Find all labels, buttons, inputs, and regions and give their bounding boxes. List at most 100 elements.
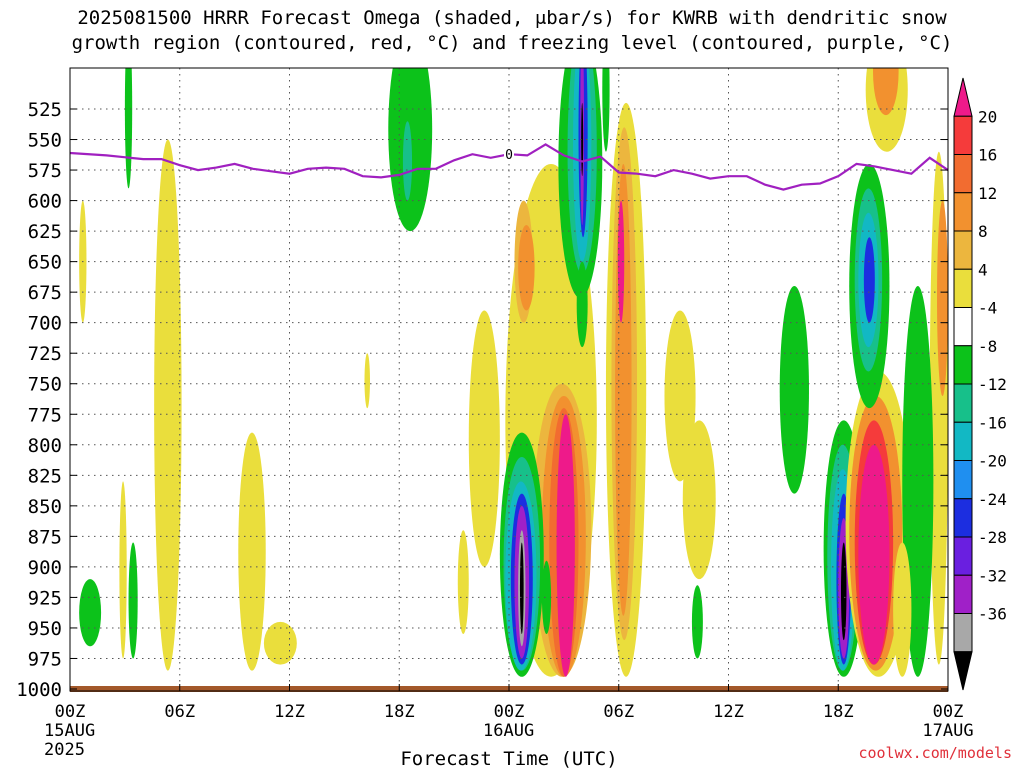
colorbar-swatch-15 [953, 651, 973, 691]
y-axis: 525 550 575 600 625 650 675 700 725 750 775 800 825 8… [16, 99, 948, 701]
omega-cell-41 [541, 560, 552, 635]
x-tick-label-12-0: 12Z [274, 702, 305, 722]
omega-cell-0 [124, 68, 133, 189]
colorbar-label-2: 12 [978, 184, 997, 203]
colorbar: 20 16 12 8 4 -4 -8 -12 -16 -20 -24 -28 -32 -36 [953, 77, 1007, 691]
colorbar-swatch-9 [953, 421, 973, 461]
omega-cell-4 [402, 121, 413, 201]
colorbar-label-5: -4 [978, 299, 997, 318]
colorbar-swatch-11 [953, 498, 973, 538]
chart-title-line-1: 2025081500 HRRR Forecast Omega (shaded, … [77, 7, 947, 29]
colorbar-swatch-1 [953, 115, 973, 155]
x-tick-label-30-0: 06Z [603, 702, 634, 722]
colorbar-label-6: -8 [978, 337, 997, 356]
y-tick-label-575: 575 [28, 160, 62, 182]
omega-cell-15 [518, 225, 535, 311]
omega-cell-31 [602, 68, 610, 152]
y-tick-label-650: 650 [28, 252, 62, 274]
colorbar-label-13: -36 [978, 605, 1007, 624]
omega-cell-2 [128, 542, 138, 659]
omega-cell-7 [119, 481, 127, 659]
x-tick-label-24-1: 16AUG [483, 721, 534, 741]
y-tick-label-1000: 1000 [16, 679, 62, 701]
colorbar-label-1: 16 [978, 146, 997, 165]
omega-cell-9 [263, 621, 297, 665]
colorbar-label-9: -20 [978, 452, 1007, 471]
y-tick-label-875: 875 [28, 526, 62, 548]
y-tick-label-800: 800 [28, 435, 62, 457]
omega-cell-57 [863, 237, 875, 323]
y-tick-label-950: 950 [28, 618, 62, 640]
freezing-level-layer: 0 [70, 143, 948, 191]
y-tick-label-600: 600 [28, 191, 62, 213]
colorbar-label-7: -12 [978, 375, 1007, 394]
colorbar-swatch-14 [953, 613, 973, 653]
omega-cell-43 [779, 286, 809, 494]
y-tick-label-975: 975 [28, 648, 62, 670]
y-tick-label-525: 525 [28, 99, 62, 121]
y-tick-label-925: 925 [28, 587, 62, 609]
grid-layer [70, 68, 948, 691]
x-tick-label-6-0: 06Z [164, 702, 195, 722]
colorbar-label-11: -28 [978, 528, 1007, 547]
omega-cell-40 [519, 542, 524, 635]
colorbar-label-12: -32 [978, 566, 1007, 585]
freezing-level-label: 0 [505, 148, 513, 163]
omega-cell-59 [873, 68, 899, 116]
x-tick-label-0-0: 00Z [55, 702, 86, 722]
y-tick-label-725: 725 [28, 343, 62, 365]
omega-cell-63 [893, 542, 912, 677]
omega-cell-8 [238, 432, 266, 671]
omega-cell-19 [556, 414, 575, 677]
y-tick-label-775: 775 [28, 404, 62, 426]
x-axis-title: Forecast Time (UTC) [400, 748, 617, 768]
x-tick-label-48-0: 00Z [933, 702, 964, 722]
omega-cell-42 [691, 585, 703, 659]
colorbar-swatch-0 [953, 77, 973, 117]
x-tick-label-0-1: 15AUG [44, 721, 95, 741]
colorbar-label-8: -16 [978, 413, 1007, 432]
colorbar-swatch-5 [953, 268, 973, 308]
omega-cell-11 [468, 310, 500, 567]
colorbar-label-0: 20 [978, 107, 997, 126]
credit-text: coolwx.com/models [858, 744, 1012, 762]
y-tick-label-900: 900 [28, 557, 62, 579]
x-tick-label-36-0: 12Z [713, 702, 744, 722]
x-tick-label-24-0: 00Z [494, 702, 525, 722]
freezing-level-label-bg [504, 146, 514, 161]
colorbar-label-4: 4 [978, 260, 988, 279]
omega-shading-layer [79, 68, 948, 677]
omega-cell-32 [664, 310, 696, 482]
x-tick-label-18-0: 18Z [384, 702, 415, 722]
omega-cell-26 [576, 261, 588, 348]
omega-cell-53 [858, 444, 890, 665]
y-tick-label-550: 550 [28, 130, 62, 152]
omega-cell-12 [457, 530, 469, 635]
omega-cell-49 [840, 542, 847, 641]
colorbar-swatch-6 [953, 307, 973, 347]
colorbar-swatch-10 [953, 460, 973, 500]
omega-cell-5 [154, 139, 182, 671]
freezing-level-line [70, 143, 948, 191]
colorbar-swatch-3 [953, 192, 973, 232]
y-tick-label-675: 675 [28, 282, 62, 304]
colorbar-swatch-4 [953, 230, 973, 270]
chart-title: 2025081500 HRRR Forecast Omega (shaded, … [0, 6, 1024, 56]
colorbar-swatch-2 [953, 154, 973, 194]
colorbar-swatch-12 [953, 536, 973, 576]
colorbar-swatch-13 [953, 574, 973, 614]
y-tick-label-750: 750 [28, 374, 62, 396]
y-tick-label-625: 625 [28, 221, 62, 243]
colorbar-label-3: 8 [978, 222, 988, 241]
x-tick-label-48-1: 17AUG [922, 721, 973, 741]
omega-cell-61 [937, 200, 948, 396]
colorbar-label-10: -24 [978, 490, 1007, 509]
omega-cell-1 [79, 579, 102, 647]
omega-cell-25 [581, 102, 584, 177]
colorbar-swatch-7 [953, 345, 973, 385]
chart-title-line-2: growth region (contoured, red, °C) and f… [71, 32, 953, 54]
omega-cell-33 [682, 420, 716, 580]
y-tick-label-850: 850 [28, 496, 62, 518]
y-tick-label-825: 825 [28, 465, 62, 487]
